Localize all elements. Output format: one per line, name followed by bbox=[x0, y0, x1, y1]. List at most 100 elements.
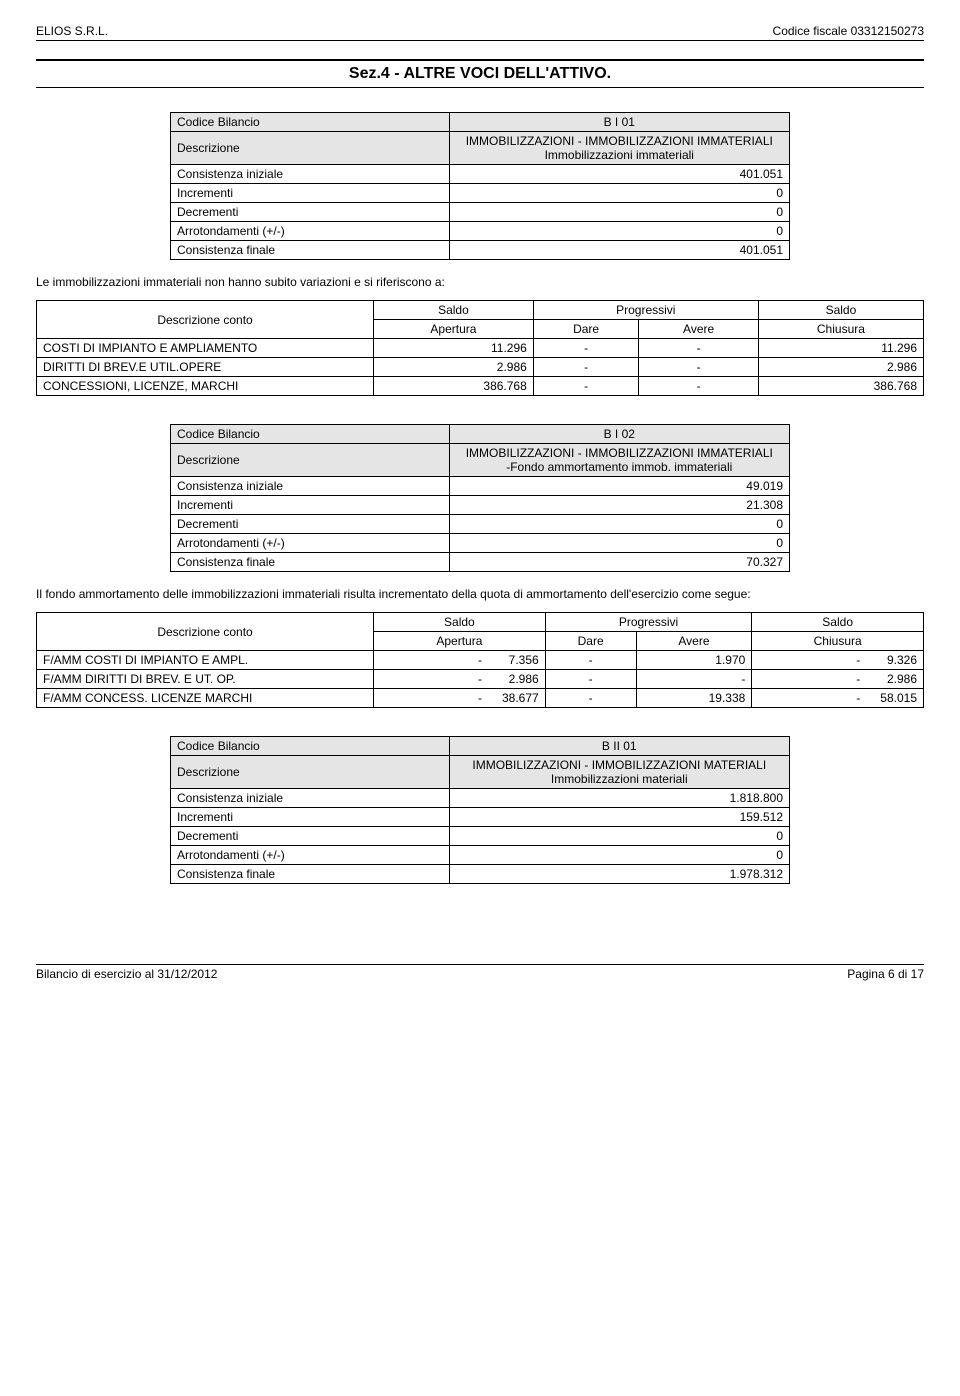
th-saldo1: Saldo bbox=[374, 301, 534, 320]
val-ci: 401.051 bbox=[449, 165, 789, 184]
cell: - bbox=[636, 670, 752, 689]
cell: - bbox=[533, 358, 639, 377]
desc2: -Fondo ammortamento immob. immateriali bbox=[506, 460, 732, 474]
val-dec: 0 bbox=[449, 203, 789, 222]
val-cf: 1.978.312 bbox=[449, 865, 789, 884]
cell: F/AMM DIRITTI DI BREV. E UT. OP. bbox=[37, 670, 374, 689]
lbl-codice: Codice Bilancio bbox=[171, 737, 450, 756]
cell: - bbox=[533, 339, 639, 358]
th-chiusura: Chiusura bbox=[752, 632, 924, 651]
lbl-ci: Consistenza iniziale bbox=[171, 165, 450, 184]
desc-b2: IMMOBILIZZAZIONI - IMMOBILIZZAZIONI IMMA… bbox=[449, 444, 789, 477]
lbl-arr: Arrotondamenti (+/-) bbox=[171, 222, 450, 241]
cell: - 2.986 bbox=[374, 670, 546, 689]
header-left: ELIOS S.R.L. bbox=[36, 24, 108, 38]
th-prog: Progressivi bbox=[533, 301, 758, 320]
lbl-cf: Consistenza finale bbox=[171, 241, 450, 260]
summary-table-b3: Codice Bilancio B II 01 Descrizione IMMO… bbox=[170, 736, 790, 884]
lbl-ci: Consistenza iniziale bbox=[171, 477, 450, 496]
lbl-arr: Arrotondamenti (+/-) bbox=[171, 846, 450, 865]
lbl-codice: Codice Bilancio bbox=[171, 425, 450, 444]
cell: - 38.677 bbox=[374, 689, 546, 708]
lbl-cf: Consistenza finale bbox=[171, 865, 450, 884]
th-apertura: Apertura bbox=[374, 320, 534, 339]
val-dec: 0 bbox=[449, 827, 789, 846]
desc2: Immobilizzazioni immateriali bbox=[545, 148, 694, 162]
val-inc: 0 bbox=[449, 184, 789, 203]
val-ci: 49.019 bbox=[449, 477, 789, 496]
cell: - bbox=[545, 689, 636, 708]
th-saldo2: Saldo bbox=[758, 301, 923, 320]
desc-b3: IMMOBILIZZAZIONI - IMMOBILIZZAZIONI MATE… bbox=[449, 756, 789, 789]
cell: CONCESSIONI, LICENZE, MARCHI bbox=[37, 377, 374, 396]
lbl-codice: Codice Bilancio bbox=[171, 113, 450, 132]
cell: - 9.326 bbox=[752, 651, 924, 670]
desc1: IMMOBILIZZAZIONI - IMMOBILIZZAZIONI MATE… bbox=[472, 758, 766, 772]
footer-left: Bilancio di esercizio al 31/12/2012 bbox=[36, 967, 217, 981]
cell: - bbox=[545, 651, 636, 670]
cell: 11.296 bbox=[758, 339, 923, 358]
code-b1: B I 01 bbox=[449, 113, 789, 132]
table-row: COSTI DI IMPIANTO E AMPLIAMENTO11.296--1… bbox=[37, 339, 924, 358]
val-dec: 0 bbox=[449, 515, 789, 534]
lbl-descr: Descrizione bbox=[171, 132, 450, 165]
lbl-descr: Descrizione bbox=[171, 756, 450, 789]
lbl-dec: Decrementi bbox=[171, 203, 450, 222]
th-avere: Avere bbox=[639, 320, 758, 339]
table-row: F/AMM CONCESS. LICENZE MARCHI- 38.677-19… bbox=[37, 689, 924, 708]
th-avere: Avere bbox=[636, 632, 752, 651]
detail-table-b2: Descrizione conto Saldo Progressivi Sald… bbox=[36, 612, 924, 708]
cell: - bbox=[639, 339, 758, 358]
val-arr: 0 bbox=[449, 846, 789, 865]
table-row: F/AMM DIRITTI DI BREV. E UT. OP.- 2.986-… bbox=[37, 670, 924, 689]
cell: - 7.356 bbox=[374, 651, 546, 670]
cell: COSTI DI IMPIANTO E AMPLIAMENTO bbox=[37, 339, 374, 358]
th-dare: Dare bbox=[545, 632, 636, 651]
desc2: Immobilizzazioni materiali bbox=[551, 772, 688, 786]
cell: F/AMM CONCESS. LICENZE MARCHI bbox=[37, 689, 374, 708]
cell: - bbox=[545, 670, 636, 689]
val-arr: 0 bbox=[449, 222, 789, 241]
cell: - bbox=[533, 377, 639, 396]
th-saldo2: Saldo bbox=[752, 613, 924, 632]
cell: DIRITTI DI BREV.E UTIL.OPERE bbox=[37, 358, 374, 377]
lbl-dec: Decrementi bbox=[171, 827, 450, 846]
section-title: Sez.4 - ALTRE VOCI DELL'ATTIVO. bbox=[36, 59, 924, 88]
cell: - 2.986 bbox=[752, 670, 924, 689]
cell: - bbox=[639, 358, 758, 377]
code-b2: B I 02 bbox=[449, 425, 789, 444]
table-row: F/AMM COSTI DI IMPIANTO E AMPL.- 7.356-1… bbox=[37, 651, 924, 670]
table-row: DIRITTI DI BREV.E UTIL.OPERE2.986--2.986 bbox=[37, 358, 924, 377]
header-right: Codice fiscale 03312150273 bbox=[773, 24, 924, 38]
th-prog: Progressivi bbox=[545, 613, 752, 632]
cell: - bbox=[639, 377, 758, 396]
code-b3: B II 01 bbox=[449, 737, 789, 756]
lbl-cf: Consistenza finale bbox=[171, 553, 450, 572]
cell: 386.768 bbox=[758, 377, 923, 396]
cell: 19.338 bbox=[636, 689, 752, 708]
val-cf: 401.051 bbox=[449, 241, 789, 260]
summary-table-b2: Codice Bilancio B I 02 Descrizione IMMOB… bbox=[170, 424, 790, 572]
lbl-arr: Arrotondamenti (+/-) bbox=[171, 534, 450, 553]
lbl-inc: Incrementi bbox=[171, 496, 450, 515]
detail-table-b1: Descrizione conto Saldo Progressivi Sald… bbox=[36, 300, 924, 396]
val-ci: 1.818.800 bbox=[449, 789, 789, 808]
th-saldo1: Saldo bbox=[374, 613, 546, 632]
table-row: CONCESSIONI, LICENZE, MARCHI386.768--386… bbox=[37, 377, 924, 396]
lbl-dec: Decrementi bbox=[171, 515, 450, 534]
cell: 2.986 bbox=[758, 358, 923, 377]
lbl-inc: Incrementi bbox=[171, 808, 450, 827]
page-header: ELIOS S.R.L. Codice fiscale 03312150273 bbox=[36, 24, 924, 41]
desc1: IMMOBILIZZAZIONI - IMMOBILIZZAZIONI IMMA… bbox=[466, 446, 773, 460]
lbl-inc: Incrementi bbox=[171, 184, 450, 203]
th-desc: Descrizione conto bbox=[37, 613, 374, 651]
cell: F/AMM COSTI DI IMPIANTO E AMPL. bbox=[37, 651, 374, 670]
page-footer: Bilancio di esercizio al 31/12/2012 Pagi… bbox=[36, 964, 924, 981]
val-inc: 159.512 bbox=[449, 808, 789, 827]
cell: - 58.015 bbox=[752, 689, 924, 708]
lbl-ci: Consistenza iniziale bbox=[171, 789, 450, 808]
desc-b1: IMMOBILIZZAZIONI - IMMOBILIZZAZIONI IMMA… bbox=[449, 132, 789, 165]
th-apertura: Apertura bbox=[374, 632, 546, 651]
para-b1: Le immobilizzazioni immateriali non hann… bbox=[36, 274, 924, 290]
val-arr: 0 bbox=[449, 534, 789, 553]
